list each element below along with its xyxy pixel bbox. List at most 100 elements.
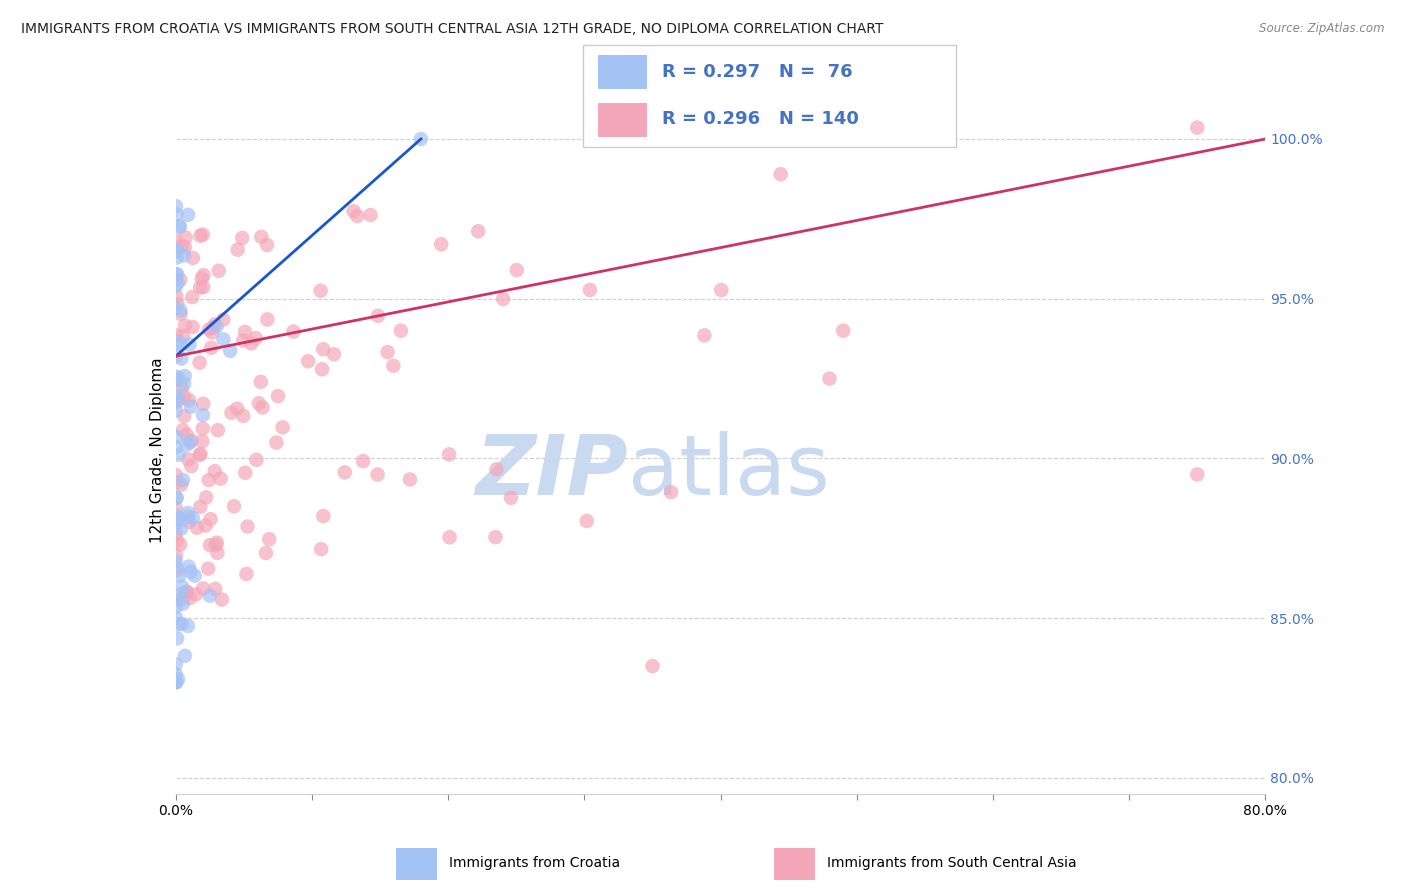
Point: [188, 280, 211, 294]
Point: [165, 234, 187, 248]
Point: [165, 549, 187, 563]
Point: [165, 328, 187, 343]
Point: [165, 501, 187, 516]
Text: R = 0.296   N = 140: R = 0.296 N = 140: [662, 111, 859, 128]
Point: [226, 401, 249, 416]
Point: [165, 199, 187, 213]
Point: [169, 335, 191, 350]
Bar: [773, 848, 815, 880]
Point: [382, 359, 405, 373]
Point: [176, 585, 198, 599]
Point: [198, 322, 221, 336]
Point: [165, 475, 187, 490]
FancyBboxPatch shape: [599, 103, 647, 137]
Point: [191, 227, 214, 242]
Point: [266, 435, 288, 450]
Point: [201, 326, 224, 340]
Text: Immigrants from South Central Asia: Immigrants from South Central Asia: [827, 856, 1077, 870]
Point: [1187, 120, 1209, 135]
Point: [180, 434, 202, 448]
Point: [180, 400, 202, 414]
Point: [165, 289, 187, 303]
Point: [191, 421, 214, 435]
Point: [188, 500, 211, 514]
Point: [169, 537, 191, 551]
Point: [165, 666, 187, 681]
Point: [204, 538, 226, 552]
Point: [200, 512, 222, 526]
Point: [169, 512, 191, 526]
Point: [1187, 467, 1209, 482]
Point: [204, 464, 226, 478]
Point: [169, 219, 191, 234]
Point: [209, 472, 232, 486]
Point: [343, 204, 366, 219]
Point: [180, 565, 202, 579]
Point: [579, 283, 602, 297]
Text: R = 0.297   N =  76: R = 0.297 N = 76: [662, 63, 852, 81]
Point: [165, 279, 187, 293]
Point: [256, 238, 278, 252]
Point: [312, 343, 335, 357]
Point: [170, 580, 193, 594]
Point: [166, 491, 188, 505]
Point: [399, 473, 422, 487]
Point: [179, 337, 201, 351]
Point: [207, 423, 229, 437]
Point: [211, 592, 233, 607]
Point: [467, 224, 489, 238]
Point: [200, 341, 222, 355]
Point: [190, 447, 212, 461]
Point: [197, 473, 219, 487]
Point: [641, 659, 664, 673]
Point: [659, 485, 682, 500]
Point: [226, 243, 249, 257]
Point: [179, 435, 201, 450]
Point: [818, 371, 841, 385]
Point: [312, 508, 335, 523]
Point: [205, 319, 228, 334]
Point: [183, 568, 205, 582]
Point: [181, 320, 204, 334]
Point: [177, 619, 200, 633]
Point: [165, 301, 187, 316]
Point: [173, 389, 195, 403]
Point: [367, 467, 389, 482]
Point: [181, 251, 204, 265]
Point: [170, 616, 193, 631]
Point: [167, 448, 190, 462]
Point: [174, 240, 197, 254]
Point: [172, 239, 194, 253]
Point: [389, 324, 412, 338]
Text: ZIP: ZIP: [475, 431, 628, 512]
Text: IMMIGRANTS FROM CROATIA VS IMMIGRANTS FROM SOUTH CENTRAL ASIA 12TH GRADE, NO DIP: IMMIGRANTS FROM CROATIA VS IMMIGRANTS FR…: [21, 22, 883, 37]
Point: [169, 273, 191, 287]
Point: [233, 466, 256, 480]
Point: [165, 675, 187, 690]
Point: [191, 408, 214, 422]
Point: [169, 303, 191, 318]
Point: [165, 270, 187, 285]
Point: [181, 511, 204, 525]
Point: [174, 318, 197, 333]
Point: [492, 292, 515, 306]
Point: [439, 530, 461, 544]
Point: [170, 381, 193, 395]
Point: [165, 592, 187, 607]
Point: [165, 508, 187, 523]
Point: [367, 309, 389, 323]
Point: [166, 251, 188, 265]
Point: [165, 267, 187, 281]
Point: [769, 167, 792, 181]
Point: [165, 675, 187, 690]
Point: [198, 589, 221, 603]
Text: Source: ZipAtlas.com: Source: ZipAtlas.com: [1260, 22, 1385, 36]
Point: [190, 271, 212, 285]
Point: [165, 600, 187, 615]
Point: [165, 404, 187, 418]
Point: [170, 587, 193, 601]
Point: [169, 568, 191, 582]
Point: [240, 336, 263, 351]
Text: atlas: atlas: [628, 431, 830, 512]
Point: [177, 515, 200, 529]
